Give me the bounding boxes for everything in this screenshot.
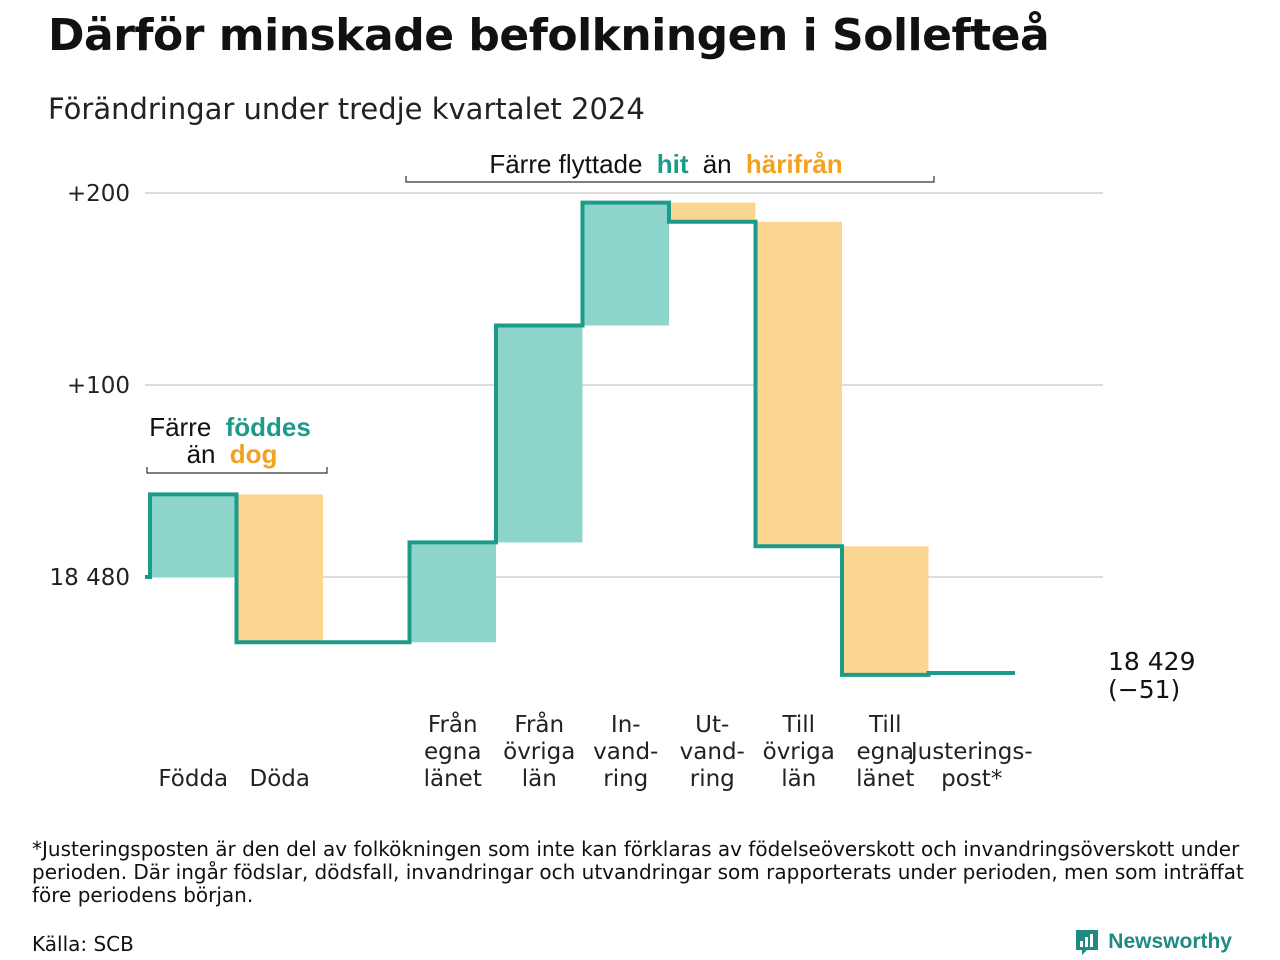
annotation-births-away: dog [230, 439, 278, 469]
category-label-line: Ut- [695, 712, 729, 738]
annotation-births-line1: Färre föddes [149, 412, 311, 442]
annotation-births-middle: än [187, 439, 216, 469]
inflow-bar [409, 542, 496, 643]
annotation-migration-away: härifrån [746, 149, 843, 179]
category-label-line: Till [868, 712, 902, 738]
y-tick-label: 18 480 [50, 565, 130, 591]
outflow-bar [236, 494, 323, 643]
annotation-migration-hit: hit [657, 149, 689, 179]
category-label-line: egna [424, 739, 481, 765]
category-label: Ut-vand-ring [680, 712, 745, 792]
end-value: 18 429 [1108, 647, 1195, 676]
category-label-line: län [781, 766, 816, 792]
category-label: In-vand-ring [593, 712, 658, 792]
category-label-line: övriga [503, 739, 575, 765]
category-label-line: Från [514, 710, 564, 738]
outflow-bar [755, 221, 842, 547]
category-label-line: Justerings- [909, 739, 1033, 765]
running-total-line [145, 200, 1015, 677]
inflow-bar [150, 494, 237, 577]
annotation-migration-prefix: Färre flyttade [489, 149, 642, 179]
annotation-migration-middle: än [703, 149, 732, 179]
annotation-births-line2: än dog [187, 439, 278, 469]
category-label-line: län [522, 766, 557, 792]
annotation-migration-line: Färre flyttade hit än härifrån [489, 149, 842, 179]
source-note: Källa: SCB [32, 932, 134, 956]
chart-title: Därför minskade befolkningen i Sollefteå [48, 10, 1050, 61]
y-tick-label: +200 [67, 181, 130, 207]
category-label-line: länet [424, 766, 482, 792]
annotation-migration-bracket [405, 176, 935, 183]
category-label: Till egna länet [856, 712, 914, 792]
footnote: *Justeringsposten är den del av folkökni… [32, 837, 1244, 907]
end-change: (−51) [1108, 675, 1180, 704]
annotation-births-bracket [146, 467, 328, 474]
category-label-line: Födda [158, 766, 228, 792]
category-label-line: In- [611, 712, 641, 738]
category-label: Döda [250, 766, 310, 792]
newsworthy-logo-icon [1076, 930, 1099, 955]
annotation-births-deaths: Färre föddes än dog [146, 412, 328, 474]
category-label: Från övriga län [503, 710, 575, 792]
y-axis-tick-labels: 18 480 +100 +200 [50, 181, 130, 591]
annotation-births-hit: föddes [226, 412, 311, 442]
brand-logo: Newsworthy [1074, 928, 1232, 956]
category-label-line: länet [856, 766, 914, 792]
inflow-bar [496, 325, 583, 543]
brand-name: Newsworthy [1108, 930, 1232, 953]
category-label-line: övriga [763, 739, 835, 765]
category-label: Födda [158, 766, 228, 792]
end-value-label: 18 429 (−51) [1108, 647, 1195, 704]
chart-subtitle: Förändringar under tredje kvartalet 2024 [48, 92, 645, 126]
y-tick-label: +100 [67, 373, 130, 399]
running-total-path [145, 200, 1015, 677]
category-label-line: ring [603, 766, 648, 792]
category-label-line: vand- [593, 739, 658, 765]
annotation-migration: Färre flyttade hit än härifrån [405, 149, 935, 183]
category-label-line: post* [941, 766, 1002, 792]
category-label-line: Döda [250, 766, 310, 792]
outflow-bar [669, 202, 756, 222]
annotation-births-prefix: Färre [149, 412, 211, 442]
category-label-line: egna [857, 739, 914, 765]
category-label-line: ring [690, 766, 735, 792]
inflow-bar [582, 202, 669, 326]
category-label: Justerings-post* [909, 739, 1033, 792]
category-label: Från egna länet [424, 710, 482, 792]
bars [150, 202, 929, 675]
outflow-bar [842, 546, 929, 675]
category-label-line: vand- [680, 739, 745, 765]
category-label-line: Från [428, 710, 478, 738]
category-label-line: Till [781, 712, 815, 738]
category-label: Till övriga län [763, 712, 835, 792]
